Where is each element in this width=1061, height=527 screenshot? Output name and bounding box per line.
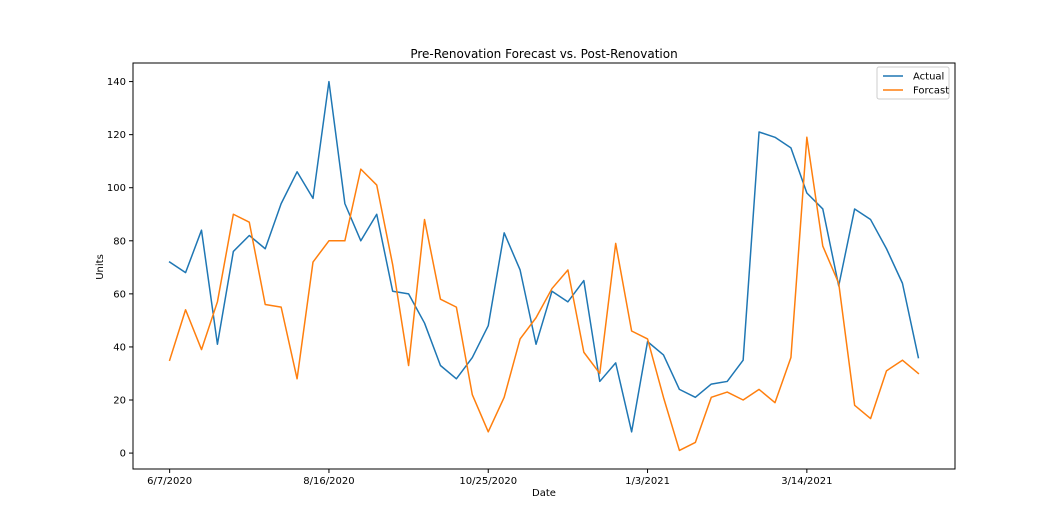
legend-box	[876, 66, 950, 100]
x-tick-label: 3/14/2021	[781, 476, 832, 487]
legend-label-actual: Actual	[913, 72, 944, 83]
chart-title: Pre-Renovation Forecast vs. Post-Renovat…	[410, 47, 677, 61]
y-tick-label: 100	[107, 183, 126, 194]
y-tick-label: 140	[107, 77, 126, 88]
x-tick-label: 1/3/2021	[625, 476, 670, 487]
y-tick-label: 20	[113, 396, 126, 407]
y-axis-label: Units	[95, 254, 106, 280]
x-tick-label: 8/16/2020	[303, 476, 354, 487]
y-tick-label: 0	[120, 449, 126, 460]
y-tick-label: 120	[107, 130, 126, 141]
legend: Actual Forcast	[876, 66, 950, 100]
legend-label-forecast: Forcast	[913, 86, 949, 97]
x-axis-label: Date	[532, 488, 556, 499]
y-tick-label: 40	[113, 342, 126, 353]
plot-frame	[132, 62, 956, 470]
y-tick-label: 60	[113, 289, 126, 300]
y-tick-label: 80	[113, 236, 126, 247]
axes: 0 20 40 60 80 100 120 140 6/7/2020 8/16/2020 10/25…	[107, 62, 956, 487]
x-tick-label: 10/25/2020	[459, 476, 517, 487]
series-line-actual	[168, 80, 920, 433]
x-tick-label: 6/7/2020	[147, 476, 192, 487]
series-line-forecast	[168, 136, 920, 452]
plot-area	[168, 80, 920, 452]
